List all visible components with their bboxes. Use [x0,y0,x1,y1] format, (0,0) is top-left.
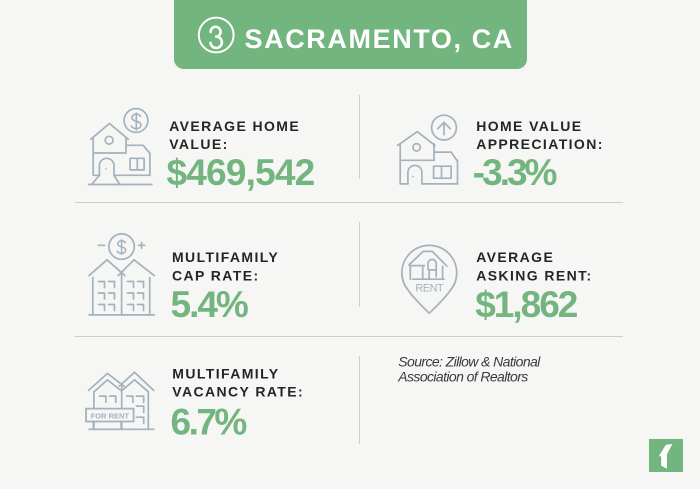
svg-text:-3.3%: -3.3% [473,152,557,193]
svg-text:HOME VALUE: HOME VALUE [476,118,582,134]
svg-text:6.7%: 6.7% [171,402,247,443]
svg-text:ASKING RENT:: ASKING RENT: [476,268,592,284]
svg-text:$1,862: $1,862 [475,284,578,325]
svg-text:MULTIFAMILY: MULTIFAMILY [172,249,279,265]
svg-text:APPRECIATION:: APPRECIATION: [476,136,604,152]
svg-text:$469,542: $469,542 [167,152,315,193]
svg-text:VACANCY RATE:: VACANCY RATE: [172,383,304,399]
svg-text:RENT: RENT [415,282,444,294]
svg-text:FOR RENT: FOR RENT [91,411,130,420]
svg-text:SACRAMENTO, CA: SACRAMENTO, CA [245,24,514,54]
svg-text:AVERAGE: AVERAGE [476,249,554,265]
svg-text:VALUE:: VALUE: [169,136,228,152]
svg-text:CAP RATE:: CAP RATE: [172,268,260,284]
svg-text:5.4%: 5.4% [171,284,248,325]
svg-text:MULTIFAMILY: MULTIFAMILY [172,366,279,382]
svg-text:Association of Realtors: Association of Realtors [397,368,528,384]
svg-text:Source: Zillow & National: Source: Zillow & National [398,353,541,369]
svg-text:AVERAGE HOME: AVERAGE HOME [169,118,300,134]
